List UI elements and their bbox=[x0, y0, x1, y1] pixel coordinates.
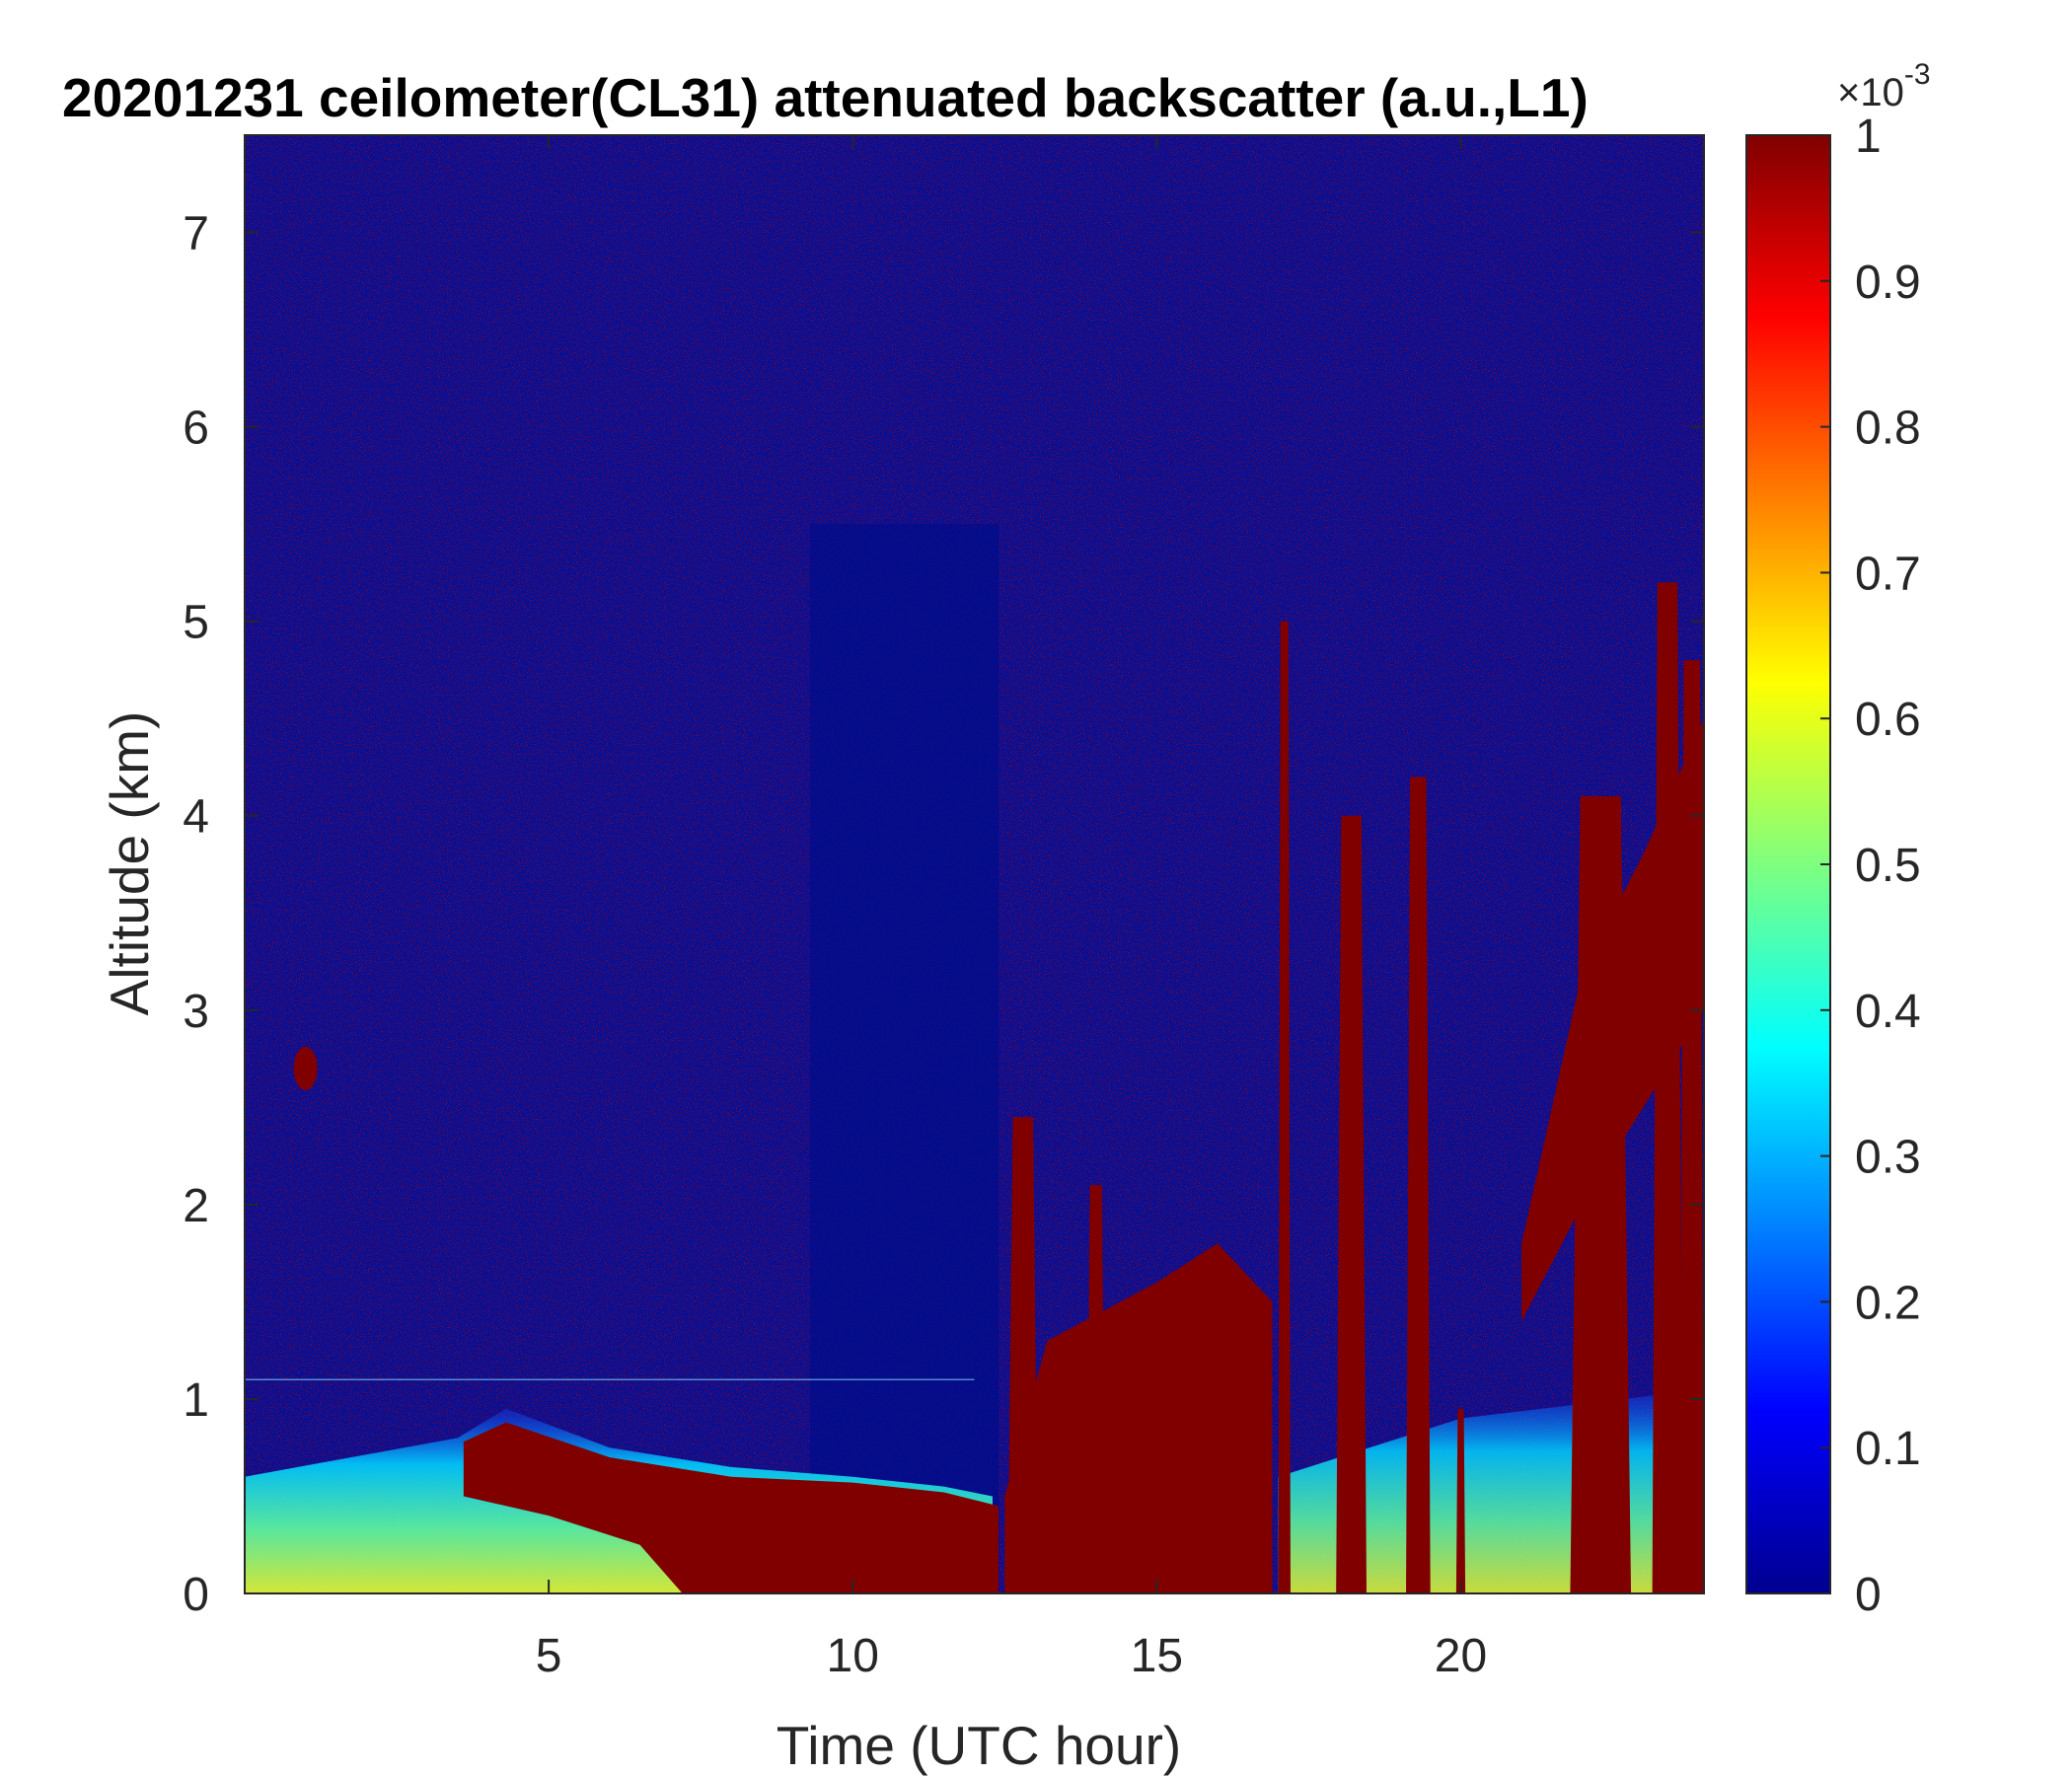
axes: 5 10 15 20 0 1 2 3 4 5 6 7 bbox=[183, 134, 1705, 1682]
heatmap-features bbox=[245, 524, 1704, 1593]
y-tick-label: 0 bbox=[183, 1569, 209, 1621]
x-axis-label: Time (UTC hour) bbox=[777, 1715, 1182, 1776]
colorbar-tick-label: 0.4 bbox=[1855, 986, 1921, 1038]
colorbar-tick-label: 0 bbox=[1855, 1569, 1882, 1621]
x-tick-label: 20 bbox=[1435, 1630, 1487, 1682]
y-ticks: 0 1 2 3 4 5 6 7 bbox=[183, 208, 1704, 1621]
aerosol-plume bbox=[1086, 1185, 1105, 1593]
x-tick-label: 5 bbox=[536, 1630, 562, 1682]
y-tick-label: 6 bbox=[183, 403, 209, 455]
colorbar-tick-label: 0.3 bbox=[1855, 1132, 1921, 1184]
colorbar-tick-label: 0.6 bbox=[1855, 694, 1921, 746]
plot-area bbox=[245, 135, 1704, 1593]
aerosol-plume bbox=[1007, 1117, 1039, 1593]
colorbar-tick-label: 0.9 bbox=[1855, 257, 1921, 309]
aerosol-plume bbox=[1336, 815, 1367, 1593]
dense-aerosol-block bbox=[1004, 1243, 1273, 1593]
clean-column bbox=[810, 524, 999, 1593]
colorbar: 0 0.1 0.2 0.3 0.4 0.5 0.6 0.7 0.8 0.9 1 ×10-3 bbox=[1745, 58, 1931, 1621]
y-tick-label: 3 bbox=[183, 986, 209, 1038]
colorbar-tick-label: 0.2 bbox=[1855, 1277, 1921, 1329]
colorbar-gradient bbox=[1745, 134, 1831, 1594]
colorbar-exponent: ×10-3 bbox=[1837, 58, 1931, 114]
colorbar-ticks: 0 0.1 0.2 0.3 0.4 0.5 0.6 0.7 0.8 0.9 1 bbox=[1820, 111, 1921, 1621]
aerosol-plume bbox=[1455, 1408, 1466, 1593]
chart-title: 20201231 ceilometer(CL31) attenuated bac… bbox=[62, 67, 1589, 128]
y-axis-label: Altitude (km) bbox=[99, 711, 160, 1016]
y-tick-label: 1 bbox=[183, 1374, 209, 1427]
boundary-layer-core bbox=[463, 1422, 999, 1593]
aerosol-plume bbox=[1652, 582, 1683, 1593]
y-tick-label: 5 bbox=[183, 597, 209, 649]
aerosol-plume bbox=[1679, 660, 1704, 1593]
aerosol-plume bbox=[1570, 796, 1632, 1593]
x-ticks: 5 10 15 20 bbox=[536, 135, 1487, 1682]
colorbar-tick-label: 0.5 bbox=[1855, 840, 1921, 892]
aerosol-plume bbox=[1406, 777, 1431, 1593]
colorbar-exponent-base: ×10 bbox=[1837, 71, 1904, 114]
colorbar-tick-label: 0.8 bbox=[1855, 403, 1921, 455]
y-tick-label: 2 bbox=[183, 1180, 209, 1232]
colorbar-tick-label: 1 bbox=[1855, 111, 1882, 163]
aerosol-blob bbox=[293, 1046, 318, 1090]
colorbar-exponent-power: -3 bbox=[1904, 58, 1931, 91]
x-tick-label: 15 bbox=[1131, 1630, 1183, 1682]
colorbar-tick-label: 0.1 bbox=[1855, 1423, 1921, 1475]
axes-box bbox=[244, 134, 1705, 1594]
colorbar-tick-label: 0.7 bbox=[1855, 548, 1921, 600]
y-tick-label: 4 bbox=[183, 791, 209, 844]
aerosol-plume bbox=[1278, 621, 1291, 1593]
x-tick-label: 10 bbox=[827, 1630, 879, 1682]
y-tick-label: 7 bbox=[183, 208, 209, 260]
